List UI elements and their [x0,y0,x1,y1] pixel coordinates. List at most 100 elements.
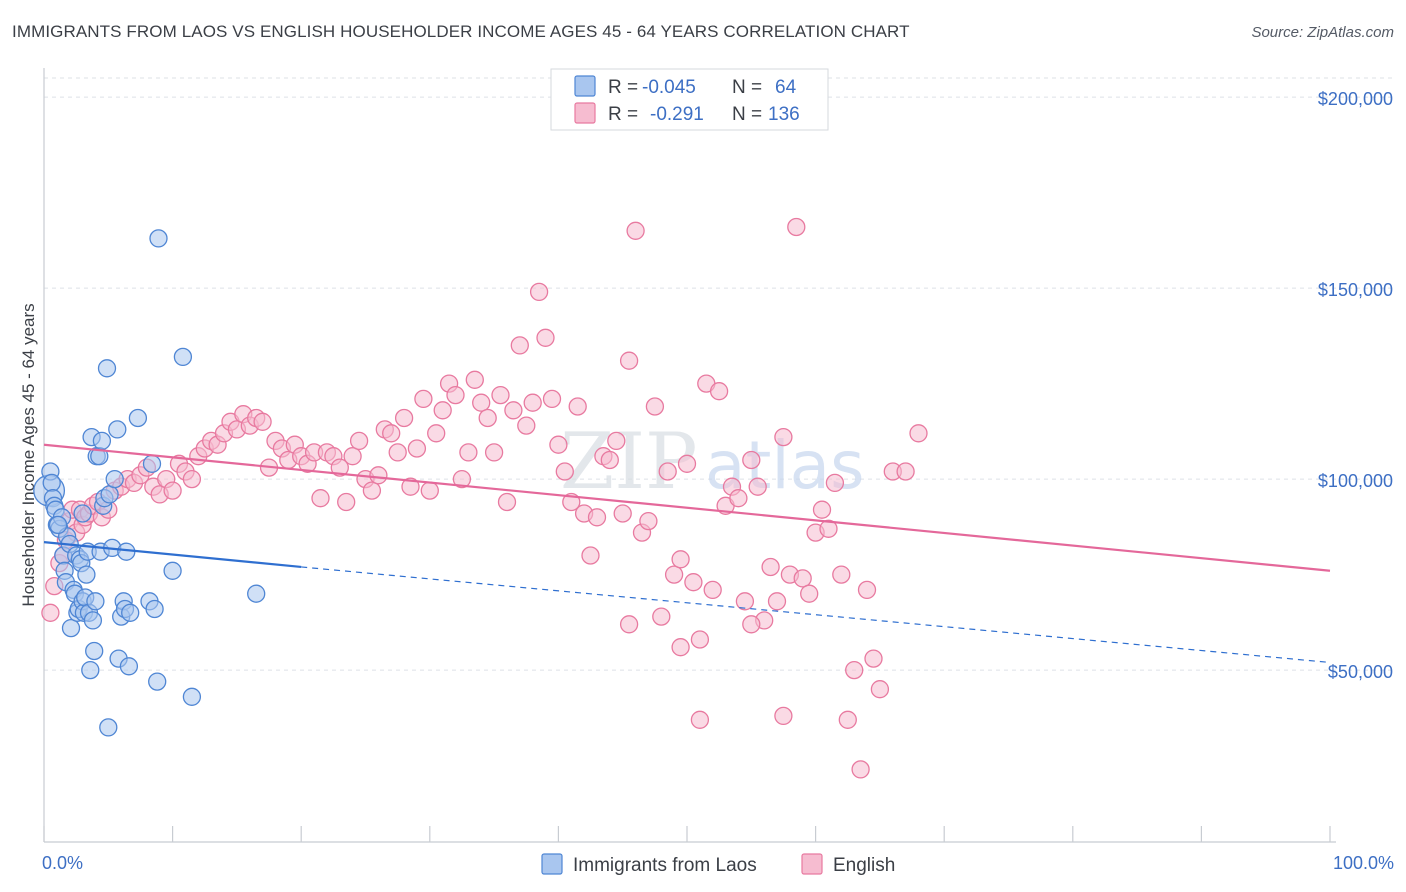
english-point-126 [812,500,832,519]
laos-trend-solid [43,541,302,569]
english-point-100 [645,397,665,416]
legend-swatch-laos [574,75,596,97]
english-point-62 [401,477,420,496]
english-point-130 [838,710,857,729]
english-point-127 [819,519,838,538]
legend-n-value-laos: 64 [775,77,797,98]
chart-title: IMMIGRANTS FROM LAOS VS ENGLISH HOUSEHOL… [12,22,910,41]
english-point-97 [626,221,645,240]
laos-point-39 [97,359,117,378]
x-ticks [43,826,1331,842]
english-point-84 [542,389,562,409]
english-point-107 [690,630,710,649]
laos-point-58 [173,347,193,367]
legend-swatch-english [574,102,596,124]
english-point-103 [664,565,684,584]
y-tick-label-50000: $50,000 [1328,662,1393,682]
english-point-86 [555,462,574,481]
laos-point-30 [83,611,103,630]
laos-point-56 [149,229,168,248]
english-point-60 [388,443,407,462]
laos-point-63 [73,504,92,523]
english-trend [43,443,1331,572]
english-point-54 [349,431,369,451]
english-point-114 [735,592,755,611]
english-point-76 [491,385,510,405]
english-points [41,217,928,779]
laos-point-53 [142,454,162,473]
english-point-28 [182,469,202,489]
english-point-124 [800,584,819,603]
legend-n-label-laos: N = [732,77,762,98]
english-point-142 [619,615,639,634]
x-tick-label-start: 0.0% [42,853,83,873]
laos-trend-dashed [301,566,1331,664]
laos-point-28 [81,660,100,680]
legend-n-value-english: 136 [768,104,800,125]
english-point-140 [690,710,710,729]
english-point-83 [536,328,555,347]
english-point-128 [825,473,845,493]
english-point-85 [549,435,568,454]
legend-r-value-english: -0.291 [650,104,704,125]
bottom-legend-label-english: English [833,855,895,876]
bottom-legend-swatch-laos [541,853,563,875]
laos-point-50 [121,603,140,622]
laos-point-43 [108,420,127,439]
english-point-25 [163,481,182,500]
english-point-74 [478,408,497,428]
english-point-129 [832,565,851,584]
laos-point-49 [119,657,139,676]
correlation-legend: R = -0.045 N = 64 R = -0.291 N = 136 [550,68,829,131]
english-point-53 [343,447,362,466]
english-point-82 [529,282,549,302]
english-point-122 [787,217,806,237]
y-tick-label-150000: $150,000 [1318,280,1393,300]
laos-point-57 [163,561,182,580]
legend-n-label-english: N = [732,104,762,125]
english-point-93 [600,450,619,470]
english-point-99 [639,511,658,531]
english-point-64 [414,389,433,409]
english-point-80 [517,416,536,435]
bottom-legend: Immigrants from Laos English [541,853,895,876]
english-point-132 [851,760,870,779]
english-point-48 [311,489,330,508]
laos-point-31 [85,641,104,661]
english-point-135 [870,680,890,699]
english-point-120 [774,427,793,447]
english-point-95 [613,504,632,523]
laos-point-25 [77,565,96,584]
laos-point-40 [100,485,119,504]
english-point-73 [472,393,491,412]
english-point-134 [864,649,883,668]
laos-point-32 [86,592,105,611]
english-point-71 [459,443,478,462]
trend-lines [43,443,1331,664]
english-point-66 [427,424,446,443]
y-axis-title: Householder Income Ages 45 - 64 years [19,303,38,606]
english-point-67 [433,401,452,420]
legend-r-value-laos: -0.045 [642,77,696,98]
laos-point-55 [148,672,167,691]
english-point-69 [446,385,465,405]
english-point-118 [761,557,780,577]
y-tick-label-200000: $200,000 [1318,89,1393,109]
laos-point-36 [92,431,112,451]
laos-point-60 [99,718,118,737]
english-point-123 [793,569,812,588]
english-point-70 [452,469,472,489]
english-point-39 [253,412,272,431]
axes [43,68,1336,843]
english-point-0 [41,603,60,622]
english-point-138 [909,424,928,443]
bottom-legend-swatch-english [801,853,823,875]
english-point-139 [742,615,761,634]
english-point-106 [684,573,703,592]
legend-r-label-laos: R = [608,77,638,98]
english-point-88 [568,397,587,416]
english-point-51 [330,458,349,477]
laos-point-14 [61,618,81,638]
english-point-72 [465,370,484,389]
english-point-78 [504,401,523,420]
